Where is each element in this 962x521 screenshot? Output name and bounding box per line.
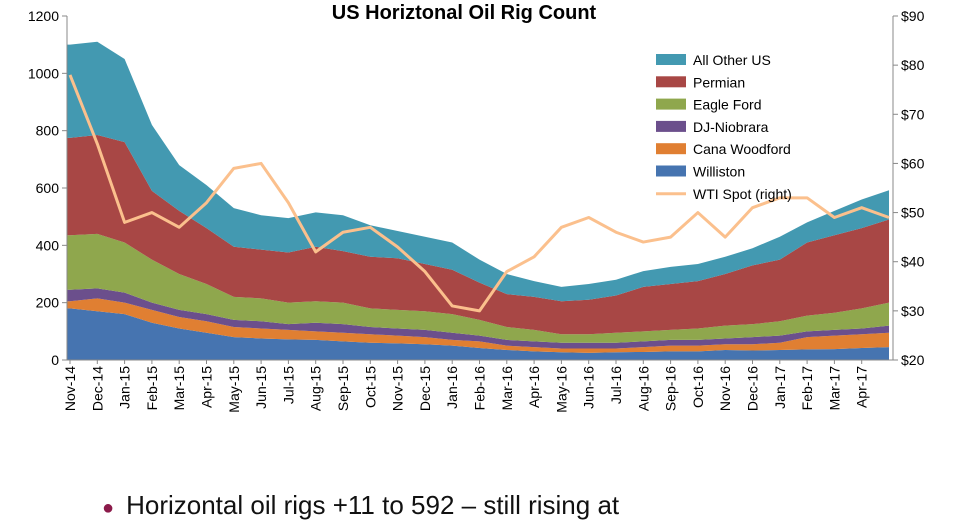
x-tick-label: Apr-15	[199, 366, 215, 408]
x-tick-label: Mar-15	[171, 366, 187, 411]
x-tick-label: Sep-16	[663, 366, 679, 411]
x-tick-label: Feb-15	[144, 366, 160, 411]
right-tick-label: $40	[901, 254, 925, 270]
right-tick-label: $30	[901, 303, 925, 319]
bullet-icon: ●	[102, 497, 115, 519]
left-tick-label: 400	[36, 237, 60, 253]
x-tick-label: Mar-16	[499, 366, 515, 411]
left-tick-label: 600	[36, 180, 60, 196]
x-tick-label: Jun-15	[253, 366, 269, 409]
area-layer	[67, 41, 889, 360]
legend-swatch	[656, 98, 686, 110]
x-tick-label: Jan-17	[772, 366, 788, 409]
legend-label: WTI Spot (right)	[693, 186, 792, 202]
x-tick-label: Oct-16	[690, 366, 706, 408]
x-tick-label: Aug-15	[308, 366, 324, 411]
legend-swatch	[656, 76, 686, 88]
legend-label: Eagle Ford	[693, 97, 761, 113]
legend-swatch	[656, 143, 686, 155]
axes-layer: 0 200 400 600 800 1000 1200 $20 $30 $40 $50 $60 $70 $…	[28, 8, 925, 413]
x-tick-label: Oct-15	[362, 366, 378, 408]
x-tick-label: Nov-16	[717, 366, 733, 411]
legend-label: Williston	[693, 164, 745, 180]
legend-swatch	[656, 54, 686, 65]
left-tick-label: 1000	[28, 65, 59, 81]
left-tick-label: 0	[51, 352, 59, 368]
x-tick-label: Jul-16	[608, 366, 624, 404]
left-tick-label: 1200	[28, 8, 59, 24]
x-tick-label: Jul-15	[280, 366, 296, 404]
legend: All Other US Permian Eagle Ford DJ-Niobrara…	[656, 52, 792, 202]
right-tick-label: $70	[901, 106, 925, 122]
x-tick-label: Mar-17	[826, 366, 842, 411]
x-tick-label: Nov-15	[390, 366, 406, 411]
rig-count-chart: US Horiztonal Oil Rig Count 0 200 400 600 80…	[28, 2, 925, 413]
area-all-other-us	[67, 41, 889, 302]
right-tick-label: $50	[901, 205, 925, 221]
left-tick-label: 800	[36, 123, 60, 139]
x-tick-label: May-16	[553, 366, 569, 413]
wti-spot-line	[68, 74, 890, 313]
area-dj-niobrara	[67, 288, 889, 349]
x-tick-label: Nov-14	[62, 366, 78, 411]
x-tick-label: Dec-15	[417, 366, 433, 411]
x-tick-label: Feb-17	[799, 366, 815, 411]
legend-label: Permian	[693, 74, 745, 90]
legend-label: DJ-Niobrara	[693, 119, 769, 135]
legend-swatch	[656, 120, 686, 132]
footer-bullet-text: Horizontal oil rigs +11 to 592 – still r…	[126, 490, 620, 520]
area-cana-woodford	[67, 298, 889, 353]
x-tick-label: Sep-15	[335, 366, 351, 411]
area-eagle-ford	[67, 233, 889, 343]
x-tick-label: Dec-14	[89, 366, 105, 411]
area-permian	[67, 134, 889, 335]
left-tick-label: 200	[36, 295, 60, 311]
right-tick-label: $90	[901, 8, 925, 24]
right-tick-label: $80	[901, 57, 925, 73]
area-williston	[67, 308, 889, 360]
x-tick-label: Feb-16	[472, 366, 488, 411]
x-tick-label: Apr-16	[526, 366, 542, 408]
right-tick-label: $20	[901, 352, 925, 368]
wti-line-layer	[68, 74, 890, 313]
x-tick-label: Jan-16	[444, 366, 460, 409]
chart-title: US Horiztonal Oil Rig Count	[332, 2, 597, 24]
x-tick-label: Jan-15	[117, 366, 133, 409]
x-tick-label: May-15	[226, 366, 242, 413]
legend-label: All Other US	[693, 52, 771, 68]
legend-swatch	[656, 165, 686, 177]
x-tick-label: Dec-16	[745, 366, 761, 411]
x-tick-label: Apr-17	[854, 366, 870, 408]
x-tick-label: Aug-16	[635, 366, 651, 411]
x-tick-label: Jun-16	[581, 366, 597, 409]
right-tick-label: $60	[901, 155, 925, 171]
legend-label: Cana Woodford	[693, 141, 791, 157]
